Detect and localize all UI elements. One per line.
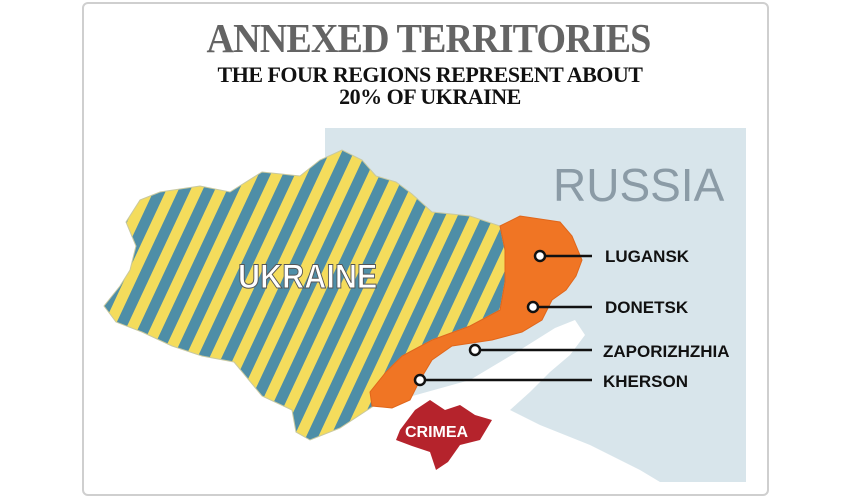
region-kherson: KHERSON bbox=[413, 372, 688, 391]
crimea-label: CRIMEA bbox=[405, 424, 469, 441]
map-subtitle: THE FOUR REGIONS REPRESENT ABOUT 20% OF … bbox=[90, 64, 770, 108]
region-label: DONETSK bbox=[605, 298, 689, 317]
region-lugansk: LUGANSK bbox=[533, 247, 690, 266]
location-marker bbox=[468, 343, 482, 357]
crimea-region bbox=[396, 400, 492, 470]
subtitle-line-1: THE FOUR REGIONS REPRESENT ABOUT bbox=[217, 62, 643, 87]
map-title: ANNEXED TERRITORIES bbox=[206, 15, 652, 61]
region-donetsk: DONETSK bbox=[526, 298, 689, 317]
region-label: KHERSON bbox=[603, 372, 688, 391]
location-marker bbox=[533, 249, 547, 263]
location-marker bbox=[526, 300, 540, 314]
location-marker bbox=[413, 373, 427, 387]
region-zaporizhzhia: ZAPORIZHZHIA bbox=[468, 342, 730, 361]
annexed-regions bbox=[369, 215, 583, 409]
subtitle-line-2: 20% OF UKRAINE bbox=[339, 84, 521, 109]
region-label: ZAPORIZHZHIA bbox=[603, 342, 730, 361]
map: RUSSIA UKRAINE CRIMEA LUGANSK DONETSK ZA… bbox=[103, 128, 746, 482]
ukraine-label: UKRAINE bbox=[238, 258, 377, 296]
russia-label: RUSSIA bbox=[553, 159, 725, 211]
region-label: LUGANSK bbox=[605, 247, 690, 266]
